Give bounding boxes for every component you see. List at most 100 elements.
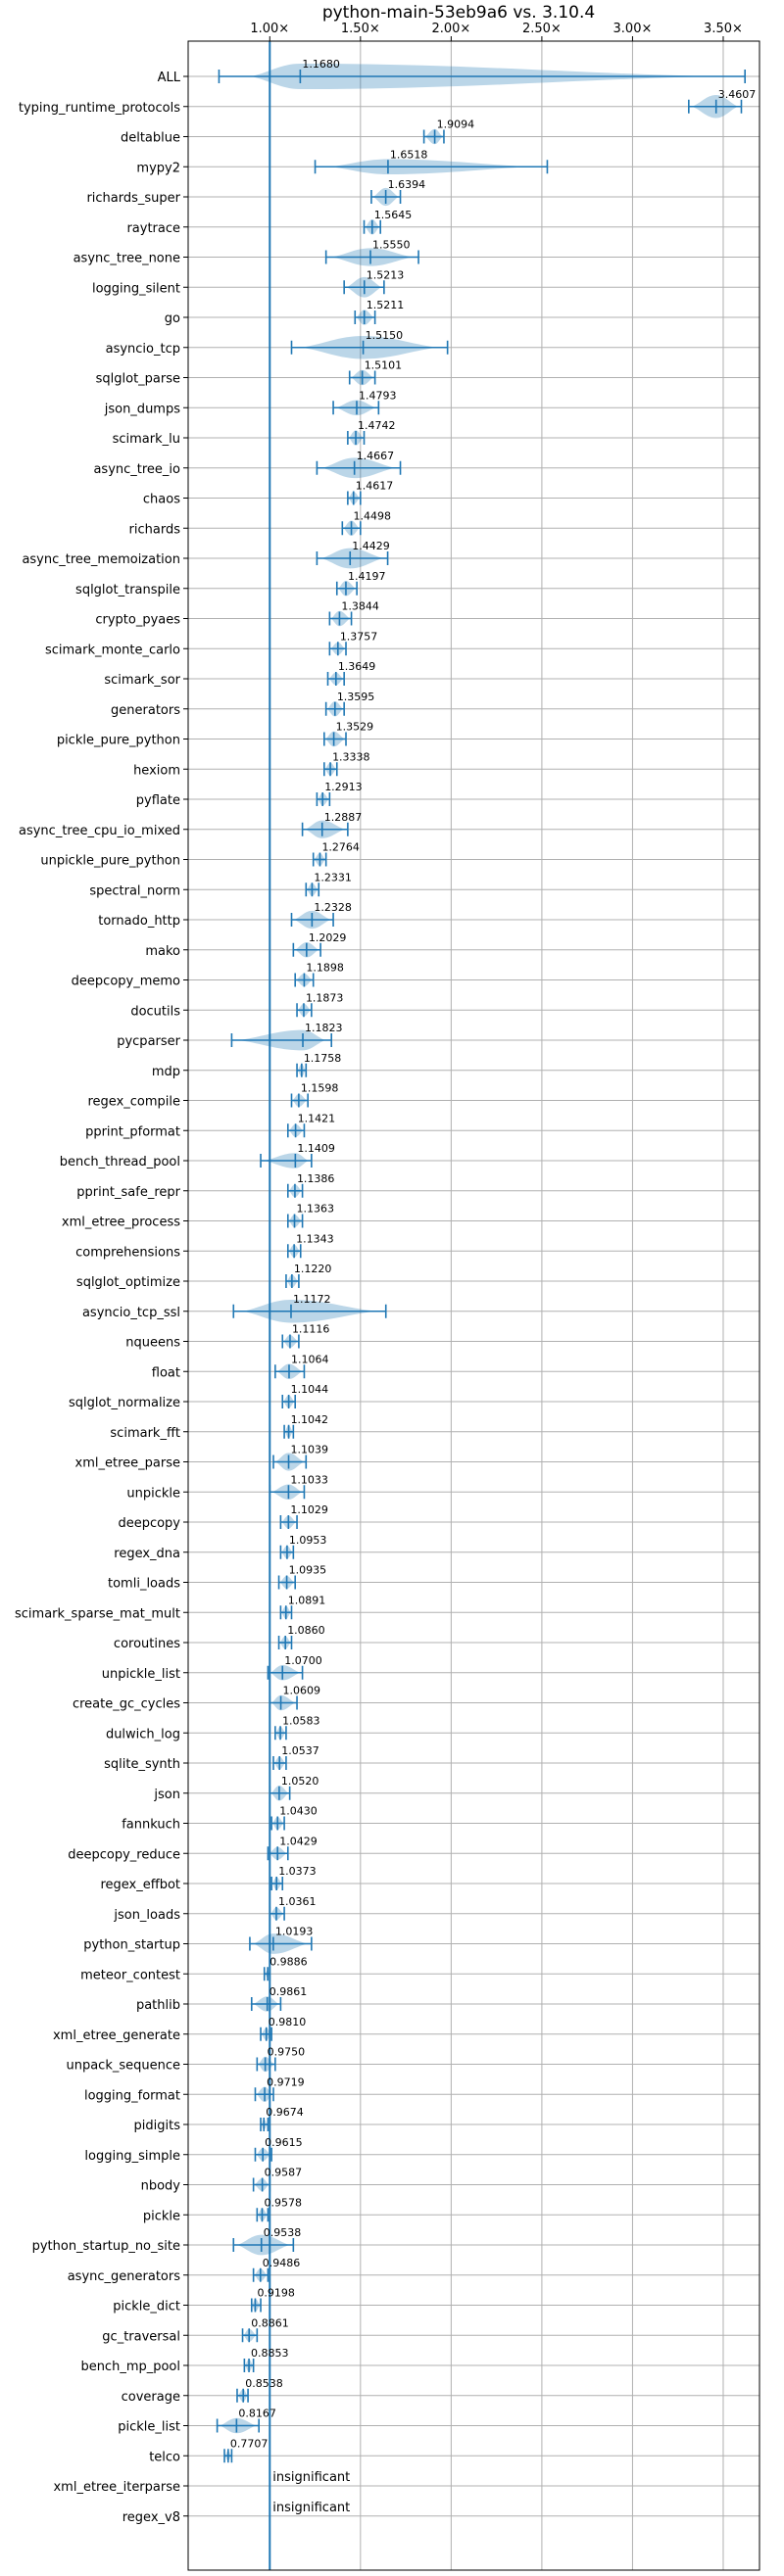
category-label: async_tree_io [93, 462, 180, 477]
value-label: 1.1033 [290, 1473, 328, 1486]
category-label: asyncio_tcp [106, 342, 180, 357]
value-label: 1.0700 [284, 1654, 322, 1667]
value-label: 0.9719 [267, 2075, 305, 2088]
value-label: 1.3529 [336, 721, 374, 734]
category-label: mypy2 [136, 161, 180, 175]
value-label: 1.5645 [374, 209, 413, 221]
category-label: xml_etree_process [62, 1216, 180, 1230]
value-label: 1.1409 [297, 1142, 335, 1155]
value-label: 0.9198 [257, 2287, 295, 2300]
chart-title: python-main-53eb9a6 vs. 3.10.4 [322, 3, 595, 23]
label-layer: 1.00× 1.50× 2.00× 2.50× 3.00× 3.50× ALL typing_… [15, 22, 756, 2525]
x-tick-label: 2.50× [522, 22, 562, 36]
value-label: 1.1598 [301, 1082, 339, 1095]
category-label: comprehensions [75, 1245, 180, 1260]
category-label: bench_mp_pool [80, 2360, 180, 2374]
category-label: deepcopy [118, 1516, 180, 1531]
value-label: 1.4793 [359, 389, 397, 402]
value-label: 1.1220 [294, 1263, 332, 1275]
category-label: scimark_fft [110, 1426, 180, 1441]
category-label: create_gc_cycles [73, 1697, 180, 1712]
category-label: hexiom [133, 763, 180, 778]
value-label: 1.0935 [289, 1564, 327, 1577]
category-label: nbody [141, 2179, 181, 2194]
value-label: 1.1116 [292, 1323, 330, 1336]
value-label: 0.9750 [268, 2046, 306, 2059]
value-label: 0.9861 [270, 1985, 308, 1998]
category-label: spectral_norm [89, 883, 180, 898]
value-label: 1.2887 [324, 811, 363, 824]
category-label: tornado_http [98, 914, 180, 929]
category-label: scimark_lu [113, 432, 180, 447]
category-label: sqlglot_parse [96, 372, 180, 387]
value-label: 1.6394 [388, 178, 426, 191]
category-label: python_startup [83, 1938, 180, 1953]
category-label: deltablue [121, 131, 180, 146]
value-label: 1.4498 [354, 509, 392, 522]
category-label: gc_traversal [102, 2329, 180, 2344]
plot-frame [187, 40, 760, 2571]
value-label: 1.9094 [437, 119, 475, 131]
category-label: dulwich_log [106, 1727, 180, 1741]
category-label: unpickle [126, 1486, 180, 1501]
category-label: unpickle_pure_python [40, 854, 180, 869]
category-label: async_tree_memoization [22, 552, 180, 567]
category-label: logging_simple [84, 2149, 180, 2164]
category-label: deepcopy_reduce [68, 1847, 180, 1862]
value-label: 1.0860 [287, 1624, 325, 1637]
x-tick-label: 1.50× [341, 22, 380, 36]
category-label: logging_format [84, 2088, 180, 2103]
category-label: coroutines [114, 1637, 180, 1651]
value-label: 1.2764 [321, 841, 360, 854]
category-label: pickle_pure_python [57, 734, 180, 748]
category-label: nqueens [125, 1336, 180, 1351]
category-label: scimark_sparse_mat_mult [15, 1606, 180, 1621]
category-label: logging_silent [92, 281, 180, 296]
category-label: asyncio_tcp_ssl [82, 1306, 180, 1320]
value-label: 1.0520 [281, 1775, 319, 1788]
value-label: 0.8167 [238, 2408, 275, 2420]
category-label: unpickle_list [102, 1667, 180, 1682]
value-label: 1.0953 [289, 1534, 327, 1547]
value-label: 1.5101 [365, 359, 403, 372]
value-label: 1.0193 [275, 1926, 314, 1938]
value-label: 1.1042 [291, 1413, 329, 1426]
category-label: json [153, 1788, 180, 1802]
category-label: async_tree_cpu_io_mixed [19, 824, 180, 838]
category-label: sqlglot_normalize [69, 1396, 180, 1410]
value-label: 1.3844 [341, 600, 379, 613]
value-label: 0.9578 [264, 2196, 302, 2209]
category-label: regex_effbot [100, 1878, 180, 1892]
category-label: deepcopy_memo [72, 975, 180, 989]
category-label: mako [145, 944, 180, 959]
value-label: 1.4617 [356, 480, 394, 493]
category-label: json_loads [113, 1908, 180, 1923]
value-label: 1.1029 [290, 1503, 328, 1516]
value-label: 1.1343 [296, 1232, 334, 1245]
value-label: 1.1823 [305, 1022, 343, 1034]
category-label: xml_etree_iterparse [53, 2480, 180, 2495]
category-label: scimark_monte_carlo [45, 643, 180, 657]
value-label: 3.4607 [718, 88, 757, 101]
category-label: go [165, 311, 180, 326]
category-label: regex_dna [114, 1547, 180, 1561]
value-label: 1.5550 [372, 239, 411, 252]
category-label: pickle_dict [113, 2300, 180, 2314]
value-label: 1.0609 [283, 1685, 321, 1697]
x-tick-label: 3.00× [613, 22, 653, 36]
category-label: pprint_safe_repr [76, 1185, 180, 1200]
value-label: 1.3649 [338, 660, 376, 673]
category-label: json_dumps [104, 402, 180, 416]
value-label: 1.0361 [278, 1895, 317, 1908]
category-label: pickle_list [118, 2420, 180, 2435]
value-label: 0.8861 [251, 2316, 289, 2329]
value-label: 1.1421 [298, 1112, 336, 1124]
value-label: 1.6518 [390, 148, 428, 161]
value-label: 1.0430 [279, 1805, 318, 1818]
value-label: 1.1172 [293, 1293, 331, 1306]
value-label: 0.9587 [265, 2167, 303, 2179]
insignificant-label: insignificant [272, 2470, 350, 2485]
x-tick-label: 2.00× [431, 22, 470, 36]
category-label: scimark_sor [104, 673, 180, 688]
